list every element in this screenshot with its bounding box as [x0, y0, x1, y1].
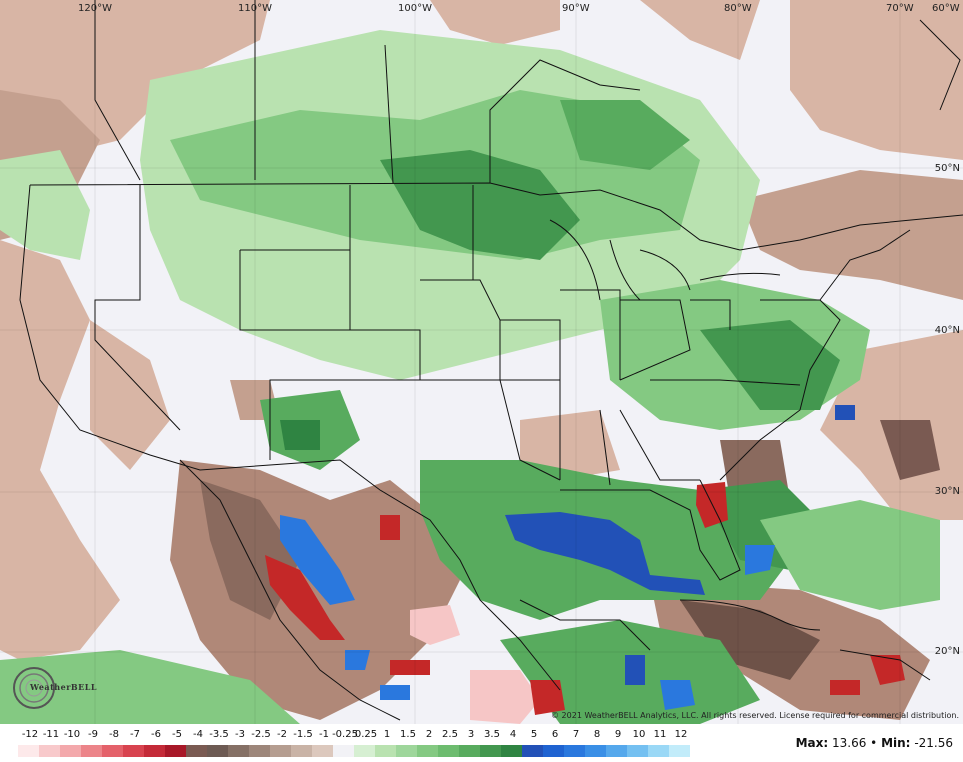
legend-ticks: -12 -11 -10 -9 -8 -7 -6 -5 -4 -3.5 -3 -2.5 -2 -1.5 -1-… [0, 729, 700, 743]
logo-text: WeatherBELL [30, 682, 98, 692]
legend-tick-label: 2 [425, 729, 433, 740]
legend-swatch [375, 745, 396, 757]
legend-tick-label: -3.5 [209, 729, 229, 740]
copyright-notice: © 2021 WeatherBELL Analytics, LLC. All r… [551, 711, 959, 720]
legend-tick-label: -7 [130, 729, 140, 740]
lat-label-50n: 50°N [934, 163, 960, 174]
legend-swatch [627, 745, 648, 757]
legend-tick-label: 11 [653, 729, 667, 740]
legend-swatch [270, 745, 291, 757]
legend-tick-label: -0.25 [332, 729, 358, 740]
legend-swatch [228, 745, 249, 757]
strong-dry-spots [265, 482, 905, 724]
legend-swatch [144, 745, 165, 757]
legend-tick-label: 5 [530, 729, 538, 740]
separator: • [870, 736, 878, 750]
lon-label-110w: 110°W [238, 3, 272, 14]
legend-tick-label: -2.5 [251, 729, 271, 740]
legend-swatch [438, 745, 459, 757]
legend-swatch [291, 745, 312, 757]
legend-swatch [480, 745, 501, 757]
lat-label-30n: 30°N [934, 486, 960, 497]
legend-swatch [522, 745, 543, 757]
legend-swatch [585, 745, 606, 757]
legend-tick-label: -11 [42, 729, 60, 740]
legend-tick-label: 10 [632, 729, 646, 740]
legend-swatch [648, 745, 669, 757]
legend-colorbar [18, 745, 690, 757]
strong-wet-spots [280, 405, 855, 710]
max-label: Max: [795, 736, 829, 750]
legend-tick-label: -6 [151, 729, 161, 740]
legend-swatch [354, 745, 375, 757]
legend-swatch [165, 745, 186, 757]
lat-label-20n: 20°N [934, 646, 960, 657]
legend-tick-label: 3 [467, 729, 475, 740]
legend-swatch [417, 745, 438, 757]
legend-tick-label: -5 [172, 729, 182, 740]
legend-tick-label: 1.5 [400, 729, 416, 740]
legend-tick-label: 7 [572, 729, 580, 740]
boundaries [19, 0, 963, 721]
max-value: 13.66 [831, 736, 867, 750]
legend-tick-label: -8 [109, 729, 119, 740]
lon-label-120w: 120°W [78, 3, 112, 14]
legend-swatch [123, 745, 144, 757]
legend-tick-label: -2 [277, 729, 287, 740]
precip-anomaly-map [0, 0, 963, 724]
legend-swatch [396, 745, 417, 757]
legend-tick-label: 12 [674, 729, 688, 740]
legend-tick-label: -3 [235, 729, 245, 740]
legend-swatch [18, 745, 39, 757]
legend-swatch [564, 745, 585, 757]
lon-label-60w: 60°W [932, 3, 960, 14]
legend-swatch [312, 745, 333, 757]
legend-tick-label: -10 [63, 729, 81, 740]
max-min-readout: Max: 13.66 • Min: -21.56 [796, 736, 953, 750]
legend-tick-label: 9 [614, 729, 622, 740]
legend-swatch [606, 745, 627, 757]
legend-tick-label: 1 [383, 729, 391, 740]
lat-label-40n: 40°N [934, 325, 960, 336]
min-value: -21.56 [914, 736, 953, 750]
lon-label-100w: 100°W [398, 3, 432, 14]
legend-swatch [39, 745, 60, 757]
legend-swatch [501, 745, 522, 757]
lon-label-80w: 80°W [724, 3, 752, 14]
weatherbell-logo [13, 667, 55, 709]
legend-tick-label: 0.25 [354, 729, 378, 740]
legend-tick-label: -1.5 [293, 729, 313, 740]
legend-swatch [249, 745, 270, 757]
legend-swatch [669, 745, 690, 757]
legend-tick-label: 8 [593, 729, 601, 740]
legend-swatch [333, 745, 354, 757]
legend-swatch [543, 745, 564, 757]
legend-tick-label: 3.5 [484, 729, 500, 740]
lon-label-90w: 90°W [562, 3, 590, 14]
legend-swatch [81, 745, 102, 757]
map-panel: 120°W 110°W 100°W 90°W 80°W 70°W 60°W 50… [0, 0, 963, 724]
legend-tick-label: -9 [88, 729, 98, 740]
legend-tick-label: -12 [21, 729, 39, 740]
wet-anomaly-regions [0, 30, 940, 724]
legend-tick-label: 2.5 [442, 729, 458, 740]
legend-tick-label: 6 [551, 729, 559, 740]
legend-tick-label: -4 [193, 729, 203, 740]
legend-swatch [459, 745, 480, 757]
legend-swatch [186, 745, 207, 757]
legend-tick-label: -1 [319, 729, 329, 740]
min-label: Min: [881, 736, 911, 750]
legend-swatch [60, 745, 81, 757]
color-legend: -12 -11 -10 -9 -8 -7 -6 -5 -4 -3.5 -3 -2.5 -2 -1.5 -1-… [0, 724, 963, 762]
legend-swatch [102, 745, 123, 757]
legend-tick-label: 4 [509, 729, 517, 740]
lon-label-70w: 70°W [886, 3, 914, 14]
legend-swatch [207, 745, 228, 757]
